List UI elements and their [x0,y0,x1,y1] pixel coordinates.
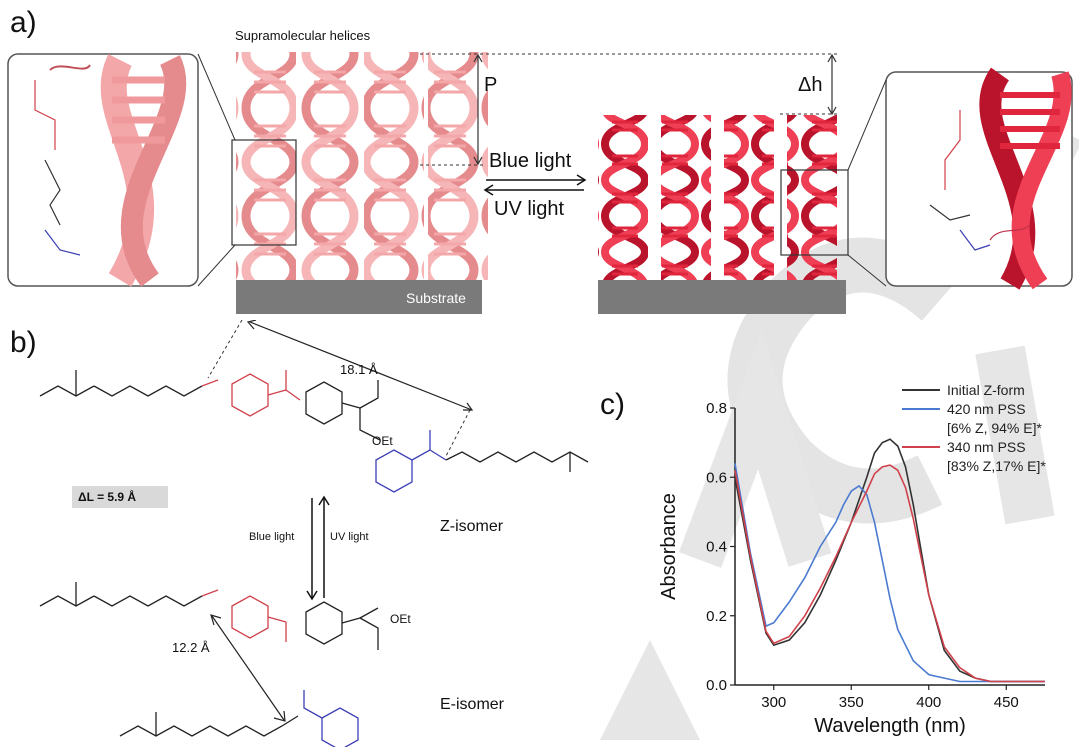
legend-label: 340 nm PSS [947,439,1026,455]
panel-a-figure [7,52,1073,314]
bottom-distance-label: 12.2 Å [172,640,210,655]
blue-light-label-a: Blue light [489,150,572,172]
legend-label: [6% Z, 94% E]* [947,420,1042,436]
delta-h-label: Δh [798,74,823,96]
oet-label-z: OEt [372,434,393,448]
series-line-1 [734,463,1045,683]
legend-label: Initial Z-form [947,382,1025,398]
x-tick-label: 350 [839,694,864,711]
y-tick-label: 0.4 [706,539,727,556]
oet-label-e: OEt [390,612,411,626]
pitch-label: P [484,74,498,96]
legend-label: [83% Z,17% E]* [947,458,1046,474]
absorbance-chart: 300 350 400 450 0.0 0.2 0.4 0.6 0.8 Initial Z-fo… [658,382,1046,737]
uv-light-label-a: UV light [494,198,565,220]
series-line-0 [734,438,1045,683]
e-isomer-label: E-isomer [440,696,505,713]
x-tick-label: 450 [994,694,1019,711]
uv-light-label-b: UV light [330,531,369,543]
helices-title: Supramolecular helices [235,28,371,43]
x-tick-label: 400 [916,694,941,711]
delta-l-label: ΔL = 5.9 Å [78,490,137,504]
substrate-label: Substrate [406,290,466,306]
panel-b-label: b) [10,326,37,359]
y-tick-label: 0.8 [706,400,727,417]
y-tick-label: 0.6 [706,469,727,486]
top-distance-label: 18.1 Å [340,362,378,377]
panel-c-label: c) [600,388,625,421]
series-line-2 [734,464,1045,683]
x-tick-label: 300 [761,694,786,711]
panel-a-label: a) [10,6,37,39]
panel-b-structures [39,320,589,747]
x-axis-label: Wavelength (nm) [814,715,966,737]
y-tick-label: 0.2 [706,608,727,625]
y-tick-label: 0.0 [706,677,727,694]
y-axis-label: Absorbance [658,493,680,600]
blue-light-label-b: Blue light [249,531,295,543]
legend-label: 420 nm PSS [947,401,1026,417]
z-isomer-label: Z-isomer [440,518,504,535]
